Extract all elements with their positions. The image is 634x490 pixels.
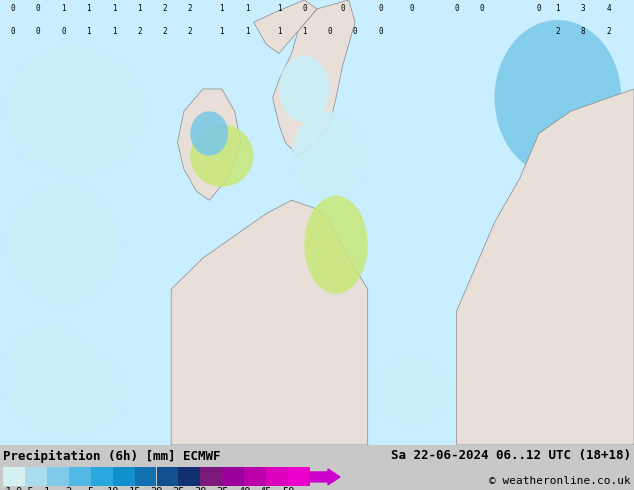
Text: 4: 4: [606, 4, 611, 13]
Text: 0: 0: [536, 4, 541, 13]
Text: 40: 40: [238, 487, 250, 490]
Bar: [288, 467, 310, 487]
Polygon shape: [456, 89, 634, 445]
Text: 0: 0: [479, 4, 484, 13]
Text: 0: 0: [353, 26, 358, 36]
Text: 2: 2: [188, 26, 193, 36]
Bar: [134, 467, 157, 487]
Ellipse shape: [3, 322, 98, 434]
Text: 8: 8: [581, 26, 586, 36]
Text: 1: 1: [44, 487, 50, 490]
Bar: [157, 467, 178, 487]
Bar: [91, 467, 113, 487]
Ellipse shape: [190, 124, 254, 187]
Text: Precipitation (6h) [mm] ECMWF: Precipitation (6h) [mm] ECMWF: [3, 449, 221, 463]
Text: 1: 1: [302, 26, 307, 36]
Text: Sa 22-06-2024 06..12 UTC (18+18): Sa 22-06-2024 06..12 UTC (18+18): [391, 449, 631, 463]
Text: 0: 0: [302, 4, 307, 13]
Ellipse shape: [495, 20, 621, 176]
Text: 1: 1: [86, 4, 91, 13]
Bar: [223, 467, 244, 487]
Text: © weatheronline.co.uk: © weatheronline.co.uk: [489, 476, 631, 487]
Text: 2: 2: [162, 4, 167, 13]
Text: 25: 25: [172, 487, 184, 490]
Ellipse shape: [292, 111, 368, 200]
Bar: [113, 467, 134, 487]
Bar: [68, 467, 91, 487]
Text: 2: 2: [555, 26, 560, 36]
Text: 0: 0: [378, 26, 383, 36]
Text: 3: 3: [581, 4, 586, 13]
Text: 1: 1: [276, 4, 281, 13]
Text: 0: 0: [36, 4, 41, 13]
Text: 1: 1: [219, 26, 224, 36]
Ellipse shape: [25, 347, 127, 436]
Text: 0: 0: [410, 4, 415, 13]
Text: 0: 0: [61, 26, 66, 36]
Bar: [244, 467, 266, 487]
Ellipse shape: [6, 182, 120, 307]
Text: 5: 5: [87, 487, 94, 490]
Text: 2: 2: [162, 26, 167, 36]
Text: 0: 0: [454, 4, 459, 13]
Text: 0: 0: [327, 26, 332, 36]
Text: 35: 35: [216, 487, 228, 490]
Ellipse shape: [456, 356, 583, 445]
Text: 1: 1: [555, 4, 560, 13]
Text: 0.5: 0.5: [16, 487, 34, 490]
Text: 50: 50: [282, 487, 294, 490]
Bar: [178, 467, 200, 487]
Ellipse shape: [304, 196, 368, 294]
Text: 1: 1: [137, 4, 142, 13]
Ellipse shape: [469, 374, 520, 427]
Text: 1: 1: [276, 26, 281, 36]
Polygon shape: [171, 200, 368, 445]
Text: 1: 1: [112, 4, 117, 13]
Ellipse shape: [190, 111, 228, 156]
Bar: [25, 467, 47, 487]
Text: 20: 20: [150, 487, 163, 490]
Polygon shape: [273, 0, 355, 156]
Bar: [47, 467, 68, 487]
Text: 1: 1: [245, 26, 250, 36]
Bar: [266, 467, 288, 487]
Text: 1: 1: [245, 4, 250, 13]
Text: 45: 45: [260, 487, 273, 490]
Text: 0.1: 0.1: [0, 487, 13, 490]
Text: 1: 1: [61, 4, 66, 13]
Bar: [3, 467, 25, 487]
Text: 2: 2: [66, 487, 72, 490]
Text: 30: 30: [194, 487, 207, 490]
Text: 2: 2: [188, 4, 193, 13]
Text: 15: 15: [128, 487, 141, 490]
Text: 1: 1: [112, 26, 117, 36]
Text: 0: 0: [340, 4, 345, 13]
Text: 0: 0: [36, 26, 41, 36]
Ellipse shape: [6, 45, 146, 178]
FancyArrow shape: [310, 469, 340, 485]
Ellipse shape: [374, 356, 450, 427]
Bar: [200, 467, 223, 487]
Text: 1: 1: [219, 4, 224, 13]
Polygon shape: [254, 0, 317, 53]
Text: 0: 0: [10, 26, 15, 36]
Text: 0: 0: [378, 4, 383, 13]
Ellipse shape: [279, 55, 330, 123]
Text: 2: 2: [137, 26, 142, 36]
Text: 1: 1: [86, 26, 91, 36]
Text: 0: 0: [10, 4, 15, 13]
Text: 2: 2: [606, 26, 611, 36]
Text: 10: 10: [107, 487, 119, 490]
Polygon shape: [178, 89, 241, 200]
